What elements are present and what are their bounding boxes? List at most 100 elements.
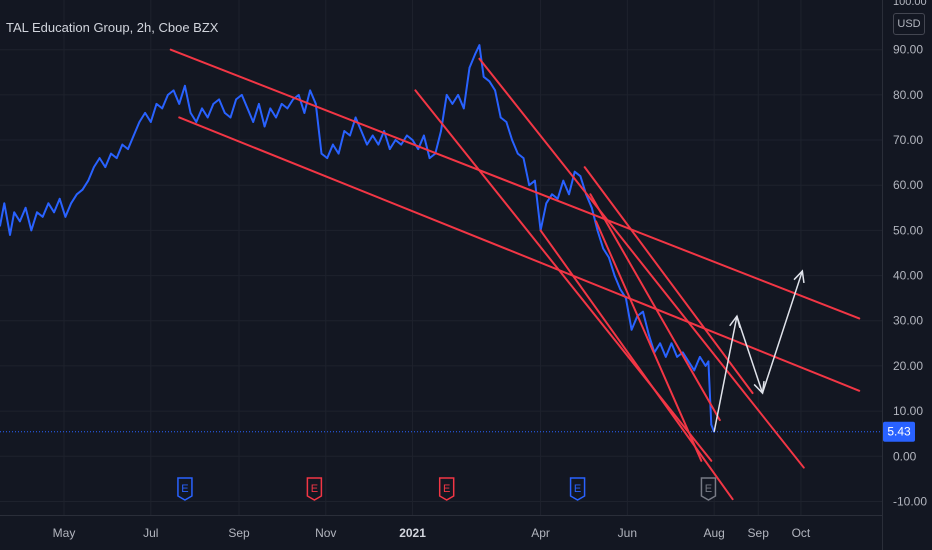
price-point-39 xyxy=(218,98,220,101)
price-point-79 xyxy=(445,93,448,96)
price-point-53 xyxy=(297,93,300,96)
price-point-122 xyxy=(687,360,690,363)
earnings-marker-shape-3 xyxy=(569,477,586,501)
price-point-49 xyxy=(275,116,277,119)
price-point-13 xyxy=(70,202,73,205)
price-point-12 xyxy=(64,215,67,218)
earnings-marker-3[interactable]: E xyxy=(569,477,586,501)
price-point-114 xyxy=(642,310,644,313)
price-point-120 xyxy=(676,355,679,358)
price-point-50 xyxy=(280,103,283,105)
price-point-126 xyxy=(707,360,710,363)
price-point-83 xyxy=(468,66,471,69)
price-point-76 xyxy=(428,157,431,160)
price-point-34 xyxy=(189,112,192,114)
price-point-60 xyxy=(337,152,340,155)
channel-line-7[interactable] xyxy=(595,220,703,462)
price-point-112 xyxy=(630,328,633,331)
price-point-106 xyxy=(596,229,599,232)
earnings-marker-2[interactable]: E xyxy=(438,477,455,501)
price-point-124 xyxy=(699,355,701,358)
price-point-48 xyxy=(269,107,272,110)
x-tick-label-5: Apr xyxy=(531,526,550,540)
axis-frame xyxy=(0,0,883,550)
price-point-107 xyxy=(602,247,605,250)
earnings-marker-label-1: E xyxy=(311,483,318,495)
price-point-71 xyxy=(400,143,403,146)
price-point-63 xyxy=(354,116,357,119)
y-tick-label-7: 60.00 xyxy=(893,178,923,192)
price-point-127 xyxy=(710,423,713,426)
price-point-44 xyxy=(246,107,249,110)
price-point-56 xyxy=(314,103,317,105)
channel-line-0[interactable] xyxy=(169,48,861,320)
price-point-4 xyxy=(19,220,21,223)
price-point-46 xyxy=(258,103,260,105)
x-tick-label-7: Aug xyxy=(703,526,724,540)
earnings-marker-1[interactable]: E xyxy=(306,477,323,501)
y-tick-label-5: 40.00 xyxy=(893,269,923,283)
price-point-72 xyxy=(405,134,408,137)
price-point-61 xyxy=(343,130,346,132)
price-point-25 xyxy=(138,121,141,123)
price-point-115 xyxy=(647,333,650,336)
price-point-78 xyxy=(440,130,442,132)
price-point-22 xyxy=(121,143,124,146)
channel-line-3[interactable] xyxy=(478,57,805,469)
price-point-9 xyxy=(47,202,50,205)
y-tick-label-6: 50.00 xyxy=(893,223,923,237)
price-point-98 xyxy=(551,193,553,196)
y-tick-label-1: 0.00 xyxy=(893,449,917,463)
price-point-41 xyxy=(229,116,232,119)
price-point-102 xyxy=(573,170,576,173)
price-point-26 xyxy=(144,112,147,114)
channel-line-5[interactable] xyxy=(583,166,754,395)
projection-segment-1[interactable] xyxy=(736,315,764,394)
y-tick-label-4: 30.00 xyxy=(893,314,923,328)
price-point-6 xyxy=(30,229,33,232)
price-point-92 xyxy=(516,152,519,155)
symbol-title[interactable]: TAL Education Group, 2h, Cboe BZX xyxy=(6,20,219,35)
price-point-84 xyxy=(474,53,477,56)
price-point-101 xyxy=(568,193,570,196)
earnings-marker-shape-2 xyxy=(438,477,455,501)
y-tick-label-10: 90.00 xyxy=(893,43,923,57)
price-point-109 xyxy=(613,274,616,277)
earnings-marker-4[interactable]: E xyxy=(700,477,717,501)
currency-label[interactable]: USD xyxy=(893,13,925,35)
price-point-55 xyxy=(309,89,312,92)
earnings-marker-0[interactable]: E xyxy=(177,477,193,501)
price-point-105 xyxy=(590,206,593,209)
projection-segment-0[interactable] xyxy=(713,316,738,433)
price-point-59 xyxy=(331,143,334,146)
price-point-64 xyxy=(360,130,363,132)
earnings-marker-shape-1 xyxy=(306,477,323,501)
price-point-75 xyxy=(423,134,425,137)
x-tick-label-3: Nov xyxy=(315,526,336,540)
x-tick-label-4: 2021 xyxy=(399,526,426,540)
price-point-16 xyxy=(87,179,90,182)
earnings-marker-shape-0 xyxy=(177,477,193,501)
price-axis[interactable]: -10.00 0.00 10.00 20.00 30.00 40.00 50.00 60.00… xyxy=(893,43,927,509)
earnings-marker-label-4: E xyxy=(705,483,712,495)
price-point-70 xyxy=(394,139,397,141)
projection-segment-2[interactable] xyxy=(761,270,804,394)
earnings-marker-label-2: E xyxy=(443,483,450,495)
time-axis[interactable]: May Jul Sep Nov 2021 Apr Jun Aug Sep Oct xyxy=(53,526,811,540)
price-point-17 xyxy=(92,166,95,169)
price-point-58 xyxy=(326,157,329,160)
price-point-14 xyxy=(75,193,78,196)
price-series xyxy=(0,44,716,433)
price-point-90 xyxy=(505,121,508,123)
price-point-37 xyxy=(206,116,209,119)
channel-line-4[interactable] xyxy=(539,229,734,501)
price-point-118 xyxy=(664,355,667,358)
price-point-85 xyxy=(478,44,481,47)
price-point-21 xyxy=(115,157,118,160)
price-point-91 xyxy=(511,139,514,141)
channel-line-6[interactable] xyxy=(589,193,721,422)
price-point-69 xyxy=(388,148,391,150)
projection-arrows[interactable] xyxy=(713,269,805,433)
